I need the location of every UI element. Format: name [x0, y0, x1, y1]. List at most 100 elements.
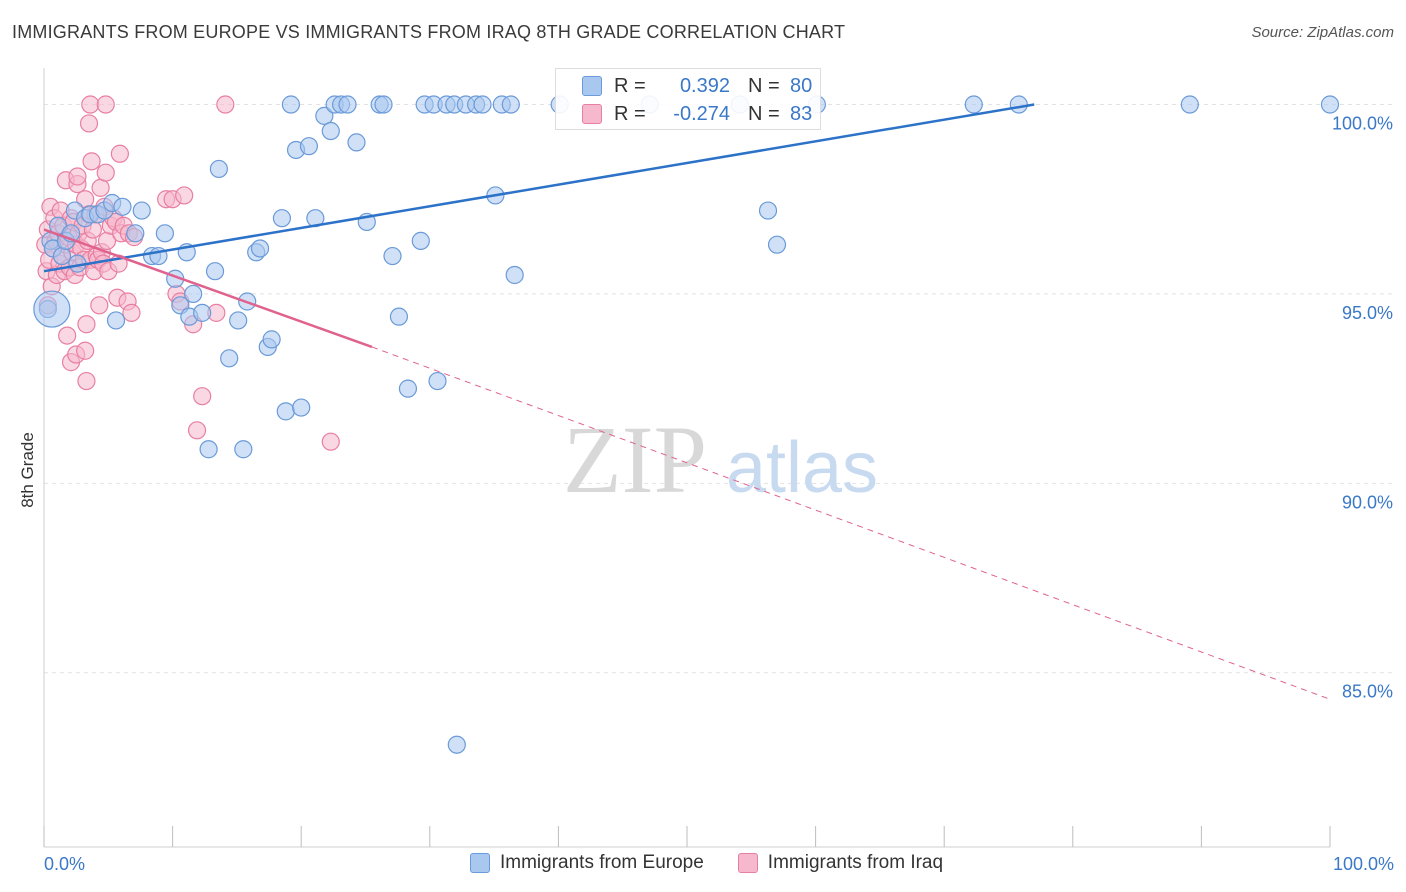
iraq-r-value: -0.274: [673, 102, 730, 125]
iraq-data-point[interactable]: [91, 178, 110, 197]
iraq-data-point[interactable]: [68, 167, 87, 186]
europe-data-point[interactable]: [292, 398, 311, 417]
europe-data-point[interactable]: [411, 231, 430, 250]
europe-data-point[interactable]: [52, 246, 72, 266]
iraq-data-point[interactable]: [77, 371, 96, 391]
iraq-data-point[interactable]: [187, 421, 207, 440]
europe-data-point[interactable]: [428, 371, 447, 391]
europe-data-point[interactable]: [299, 137, 319, 156]
europe-data-point[interactable]: [1320, 95, 1340, 114]
europe-r-value: 0.392: [679, 74, 730, 97]
iraq-data-point[interactable]: [193, 387, 212, 406]
x-tick-label-min: 0.0%: [44, 854, 85, 874]
europe-data-point[interactable]: [1009, 95, 1028, 114]
europe-data-point[interactable]: [374, 95, 393, 114]
europe-data-point[interactable]: [964, 95, 983, 114]
europe-data-point[interactable]: [262, 330, 281, 349]
europe-data-point-large[interactable]: [33, 290, 71, 328]
x-tick-label-max: 100.0%: [1333, 854, 1394, 874]
europe-data-point[interactable]: [205, 262, 225, 281]
europe-data-point[interactable]: [398, 379, 418, 398]
europe-data-point[interactable]: [1180, 95, 1199, 114]
iraq-data-point[interactable]: [77, 315, 96, 334]
iraq-trend-line: [43, 228, 373, 349]
chart-legend: Immigrants from Europe Immigrants from I…: [470, 852, 965, 874]
legend-item-iraq[interactable]: Immigrants from Iraq: [737, 852, 944, 874]
iraq-trend-extension: [371, 346, 1331, 700]
iraq-data-point[interactable]: [58, 326, 77, 345]
europe-data-point[interactable]: [383, 246, 402, 266]
europe-stat-swatch: [582, 76, 602, 96]
europe-data-point[interactable]: [220, 349, 239, 368]
europe-data-point[interactable]: [473, 95, 492, 114]
europe-data-point[interactable]: [338, 95, 357, 114]
iraq-data-point[interactable]: [79, 114, 99, 133]
iraq-n-value: 83: [790, 102, 813, 125]
trend-lines: [43, 103, 1331, 700]
legend-label-iraq: Immigrants from Iraq: [767, 852, 944, 873]
europe-data-point[interactable]: [281, 95, 301, 114]
europe-data-point[interactable]: [184, 284, 203, 304]
europe-data-point[interactable]: [347, 133, 366, 152]
europe-data-point[interactable]: [767, 235, 787, 254]
legend-swatch-iraq: [737, 853, 758, 873]
iraq-data-point[interactable]: [96, 95, 115, 114]
iraq-data-point[interactable]: [90, 296, 109, 315]
iraq-r-label: R =: [614, 102, 646, 125]
iraq-data-point[interactable]: [82, 152, 101, 171]
europe-data-point[interactable]: [155, 224, 174, 243]
axes: 85.0% 90.0% 95.0% 100.0%: [43, 68, 1393, 848]
chart-title: IMMIGRANTS FROM EUROPE VS IMMIGRANTS FRO…: [12, 22, 846, 42]
y-tick-label: 100.0%: [1332, 114, 1393, 134]
watermark-atlas: atlas: [726, 428, 878, 508]
europe-data-point[interactable]: [447, 735, 466, 754]
europe-n-value: 80: [790, 74, 813, 97]
y-tick-label: 85.0%: [1342, 682, 1393, 702]
iraq-stat-swatch: [582, 104, 602, 124]
europe-data-point[interactable]: [193, 303, 212, 322]
europe-r-label: R =: [614, 74, 646, 97]
stats-row-europe: R = 0.392 N = 80: [556, 71, 812, 101]
europe-data-point[interactable]: [505, 265, 524, 285]
legend-item-europe[interactable]: Immigrants from Europe: [470, 852, 704, 874]
europe-trend-line: [43, 103, 1035, 273]
europe-data-point[interactable]: [234, 440, 253, 459]
europe-data-point[interactable]: [209, 159, 228, 179]
europe-data-point[interactable]: [199, 440, 218, 459]
iraq-data-point[interactable]: [216, 95, 235, 114]
iraq-data-point[interactable]: [175, 186, 194, 205]
europe-data-point[interactable]: [106, 311, 126, 330]
europe-data-point[interactable]: [389, 307, 409, 326]
europe-data-point[interactable]: [315, 106, 334, 125]
stats-row-iraq: R = -0.274 N = 83: [556, 99, 812, 129]
iraq-data-point[interactable]: [96, 163, 115, 182]
iraq-data-point[interactable]: [122, 303, 141, 322]
watermark: ZIP atlas: [563, 406, 878, 513]
europe-data-point[interactable]: [250, 239, 270, 258]
iraq-data-point[interactable]: [81, 95, 100, 114]
europe-data-point[interactable]: [272, 209, 292, 228]
y-tick-label: 95.0%: [1342, 303, 1393, 323]
europe-data-point[interactable]: [276, 402, 295, 421]
iraq-data-point[interactable]: [76, 341, 95, 360]
iraq-n-label: N =: [748, 102, 780, 125]
europe-data-point[interactable]: [321, 121, 340, 141]
europe-data-point[interactable]: [758, 201, 778, 220]
iraq-data-point[interactable]: [110, 144, 129, 163]
legend-swatch-europe: [470, 853, 490, 873]
europe-points: [33, 95, 1340, 754]
watermark-zip: ZIP: [563, 406, 707, 513]
gridlines: [44, 104, 1394, 674]
y-tick-label: 90.0%: [1342, 492, 1393, 512]
europe-n-label: N =: [748, 74, 780, 97]
europe-data-point[interactable]: [132, 201, 151, 220]
europe-data-point[interactable]: [229, 311, 248, 330]
iraq-data-point[interactable]: [321, 432, 340, 451]
europe-data-point[interactable]: [126, 224, 145, 243]
europe-data-point[interactable]: [113, 197, 132, 216]
y-axis-label: 8th Grade: [18, 432, 37, 508]
source-label: Source: ZipAtlas.com: [1251, 24, 1394, 41]
legend-label-europe: Immigrants from Europe: [500, 852, 704, 873]
europe-data-point[interactable]: [501, 95, 520, 114]
